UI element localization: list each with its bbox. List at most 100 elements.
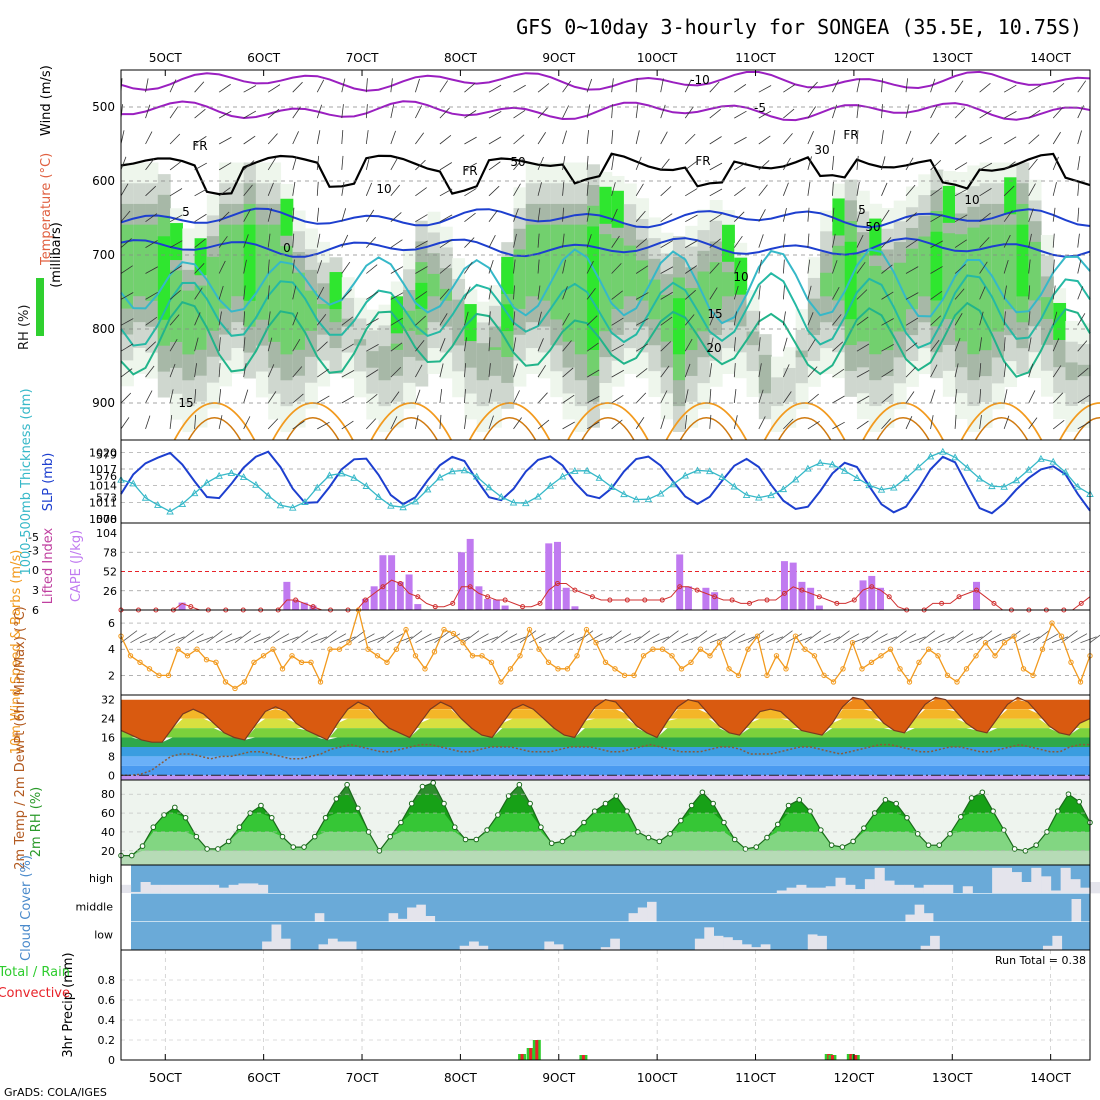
wind-barb-10m <box>690 630 708 644</box>
thickness-marker <box>963 463 972 471</box>
wind-barb <box>390 78 393 93</box>
cloud-cell-high <box>1021 882 1032 894</box>
rh-shading <box>231 224 245 297</box>
wind-barb <box>758 311 761 326</box>
wind-barb-10m <box>1023 636 1040 644</box>
wind-barb <box>856 234 864 248</box>
wind-barb <box>1077 340 1088 352</box>
rh-marker <box>268 814 275 821</box>
cloud-cell-low <box>807 934 818 950</box>
wind-barb <box>120 238 132 248</box>
bottom-date-label: 10OCT <box>637 1071 678 1085</box>
wind-barb <box>905 212 917 223</box>
rh-marker <box>225 838 232 845</box>
wind-barb <box>145 266 159 274</box>
cloud-cell-high <box>884 880 895 894</box>
wind-barb <box>685 214 698 223</box>
precip-convective-bar <box>520 1054 524 1060</box>
li-marker <box>991 600 997 606</box>
li-marker <box>851 597 857 603</box>
wind-marker <box>982 639 989 646</box>
wind-barb <box>169 289 181 300</box>
wind-barb <box>562 340 572 352</box>
isotherm-30 <box>187 417 242 441</box>
wind-barb <box>267 182 274 196</box>
wind-barb <box>243 160 255 171</box>
wind-barb-10m <box>139 636 157 644</box>
wind-barb <box>660 186 672 197</box>
wind-barb <box>169 389 174 404</box>
wind-barb <box>881 344 894 352</box>
wind-marker <box>659 646 666 652</box>
rh-marker <box>559 838 566 845</box>
temp-band <box>121 756 1090 766</box>
wind-barb <box>783 84 796 93</box>
wind-barb <box>832 260 838 274</box>
li-marker <box>747 600 753 606</box>
wind-barb-10m <box>1089 634 1100 644</box>
contour-label: 5 <box>182 205 190 219</box>
li-ylabel: Lifted Index <box>41 527 56 604</box>
wind-barb <box>1077 367 1089 378</box>
wind-barb <box>783 108 795 119</box>
wind-marker <box>222 679 229 685</box>
isotherm-line <box>120 152 1091 196</box>
wind-barb <box>734 187 746 197</box>
rh-shading <box>170 223 183 261</box>
wind-barb-10m <box>396 636 413 644</box>
wind-barb-10m <box>301 633 318 644</box>
cloud-cell-low <box>469 941 479 950</box>
thickness-marker <box>178 500 187 507</box>
wind-barb <box>586 369 600 378</box>
wind-barb <box>807 259 811 274</box>
wind-barb <box>513 363 518 378</box>
wind-barb <box>316 314 327 326</box>
cloud-cell-low <box>280 938 291 950</box>
rh-marker <box>818 827 824 833</box>
wind-barb <box>169 106 179 119</box>
wind-barb <box>513 109 526 119</box>
wind-barb-10m <box>909 636 926 644</box>
rh-shading <box>378 346 392 381</box>
wind-barb <box>660 316 673 326</box>
wind-marker <box>127 653 134 659</box>
li-marker <box>834 600 840 606</box>
bottom-date-label: 5OCT <box>149 1071 182 1085</box>
wind-barb <box>120 417 130 430</box>
wind-barb <box>881 209 890 222</box>
wind-barb <box>1052 207 1056 222</box>
thickness-marker <box>583 466 591 474</box>
cape-bar <box>571 606 579 610</box>
wind-barb <box>415 187 427 197</box>
wind-barb <box>415 266 428 274</box>
wind-marker <box>906 679 913 685</box>
thickness-marker <box>926 452 935 460</box>
cloud-cell-middle <box>425 916 436 922</box>
isotherm-25 <box>567 402 649 441</box>
wind-barb <box>1028 259 1031 274</box>
wind-marker <box>422 666 428 672</box>
cloud-cell-high <box>248 883 259 894</box>
contour-label: 0 <box>283 241 291 255</box>
wind-marker <box>479 653 485 659</box>
wind-marker <box>403 626 409 633</box>
cloud-cell-low <box>610 938 620 950</box>
rh-marker <box>128 852 135 859</box>
cloud-cell-high <box>1080 887 1091 894</box>
wind-barb <box>194 337 199 352</box>
cloud-cell-middle <box>914 904 925 922</box>
wind-barb <box>513 390 520 404</box>
wind-barb <box>341 395 355 404</box>
wind-barb <box>243 184 253 197</box>
wind-barb <box>292 106 302 119</box>
wind-barb <box>218 110 232 119</box>
wind-barb-10m <box>481 636 499 644</box>
wind-barb <box>1052 285 1056 300</box>
wind-barb <box>243 110 256 119</box>
wind-barb <box>611 208 618 222</box>
rh-shading <box>1004 177 1018 215</box>
wind-barb <box>120 368 133 378</box>
cloud-cell-low <box>459 945 470 950</box>
slp-tick-label: 1011 <box>89 496 117 509</box>
ua-ytick-label: 600 <box>92 174 115 188</box>
